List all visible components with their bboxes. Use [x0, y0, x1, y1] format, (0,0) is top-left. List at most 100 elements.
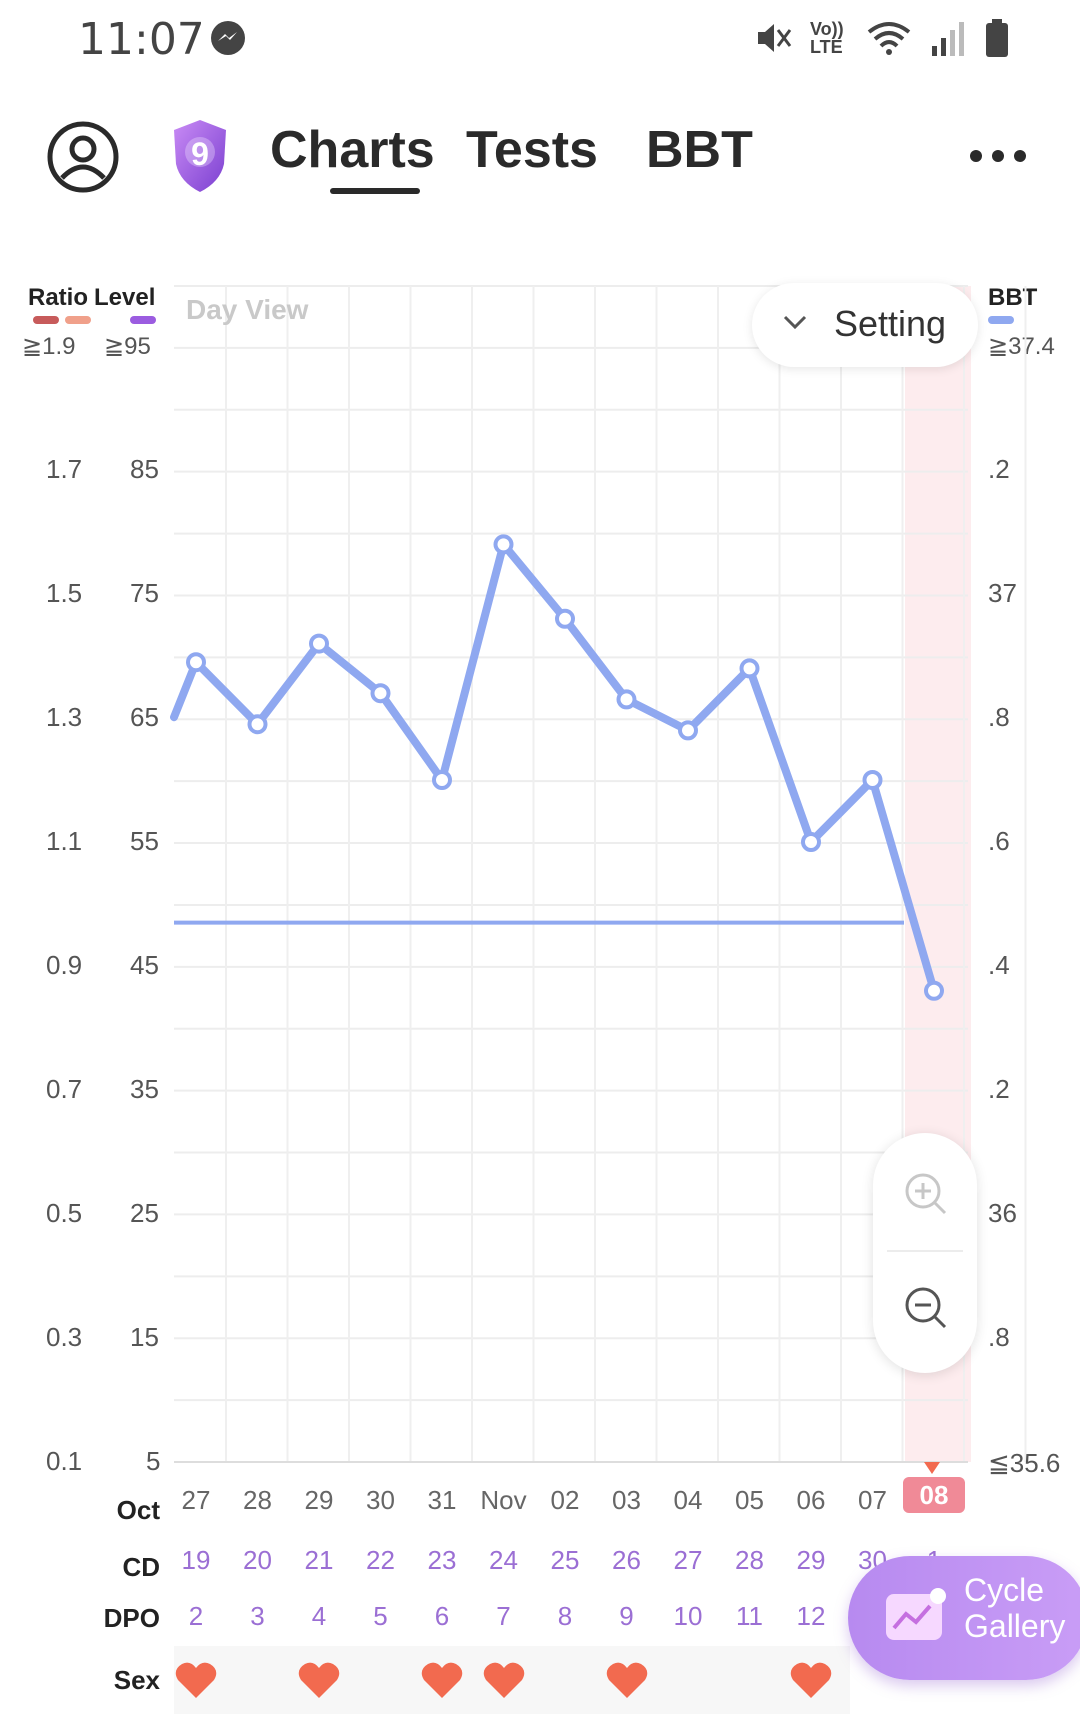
- dpo-value: 2: [188, 1601, 204, 1631]
- shield-badge-icon: [174, 120, 226, 192]
- heart-icon[interactable]: [297, 1660, 341, 1700]
- date-label: 31: [427, 1485, 457, 1515]
- bbt-point: [801, 832, 821, 852]
- level-tick-label: 35: [130, 1074, 159, 1104]
- more-options-icon[interactable]: [968, 148, 1028, 164]
- level-axis-max: ≧95: [104, 333, 151, 360]
- day-view-label: Day View: [186, 294, 309, 325]
- dpo-row-label: DPO: [103, 1603, 160, 1633]
- wifi-icon: [867, 22, 911, 55]
- cycle-gallery-button[interactable]: Cycle Gallery: [848, 1556, 1080, 1680]
- cd-value: 22: [366, 1545, 395, 1575]
- date-label: 06: [796, 1485, 826, 1515]
- dpo-value: 3: [250, 1601, 265, 1631]
- status-bar: 11:07 Vo)) LTE: [0, 0, 1080, 80]
- dpo-value: 11: [736, 1601, 763, 1631]
- date-label: 03: [612, 1485, 641, 1515]
- dpo-value: 5: [373, 1601, 388, 1631]
- date-label: 28: [243, 1485, 272, 1515]
- month-label: Oct: [116, 1495, 160, 1525]
- bbt-point: [862, 770, 883, 790]
- today-date[interactable]: 08: [903, 1477, 965, 1513]
- volte-label: Vo)) LTE: [810, 19, 844, 57]
- bbt-point: [493, 534, 514, 555]
- active-tab-indicator: [330, 188, 420, 194]
- date-label: Nov: [480, 1485, 527, 1515]
- level-badge[interactable]: 9: [170, 118, 230, 196]
- heart-icon[interactable]: [605, 1660, 649, 1700]
- bbt-tick-label: .8: [988, 702, 1010, 732]
- ratio-tick-label: 1.1: [46, 826, 83, 856]
- tab-tests[interactable]: Tests: [466, 121, 598, 179]
- zoom-controls: [873, 1133, 977, 1373]
- badge-number: 9: [191, 136, 209, 172]
- cd-value: 24: [489, 1545, 518, 1575]
- cd-value: 21: [304, 1545, 334, 1575]
- chevron-down-icon: [783, 315, 807, 330]
- level-tick-label: 55: [130, 826, 159, 856]
- date-label: 29: [304, 1485, 334, 1515]
- bbt-point: [924, 980, 944, 1001]
- date-label: 05: [735, 1485, 764, 1515]
- today-marker-icon: [924, 1462, 940, 1474]
- zoom-divider: [887, 1250, 963, 1252]
- level-tick-label: 65: [130, 702, 159, 732]
- bbt-axis-title: BBT: [988, 284, 1038, 311]
- level-axis-title: Level: [94, 284, 156, 311]
- mute-icon: [758, 24, 792, 52]
- bbt-tick-label: .8: [988, 1322, 1010, 1352]
- bbt-point: [370, 683, 391, 704]
- level-tick-label: 75: [130, 578, 159, 608]
- ratio-tick-label: 0.3: [46, 1322, 83, 1352]
- date-label: 02: [550, 1485, 580, 1515]
- bbt-point: [555, 608, 575, 629]
- tab-charts[interactable]: Charts: [270, 121, 435, 179]
- cd-value: 19: [181, 1545, 211, 1575]
- status-time: 11:07: [78, 14, 205, 65]
- zoom-in-icon[interactable]: [903, 1171, 949, 1217]
- dpo-value: 4: [311, 1601, 327, 1631]
- heart-icon[interactable]: [482, 1660, 526, 1700]
- bbt-tick-label: .2: [988, 454, 1010, 484]
- profile-icon[interactable]: [46, 120, 120, 194]
- gallery-line-1: Cycle: [964, 1572, 1045, 1608]
- ratio-tick-label: 0.1: [46, 1446, 83, 1476]
- dpo-value: 8: [557, 1601, 573, 1631]
- ratio-tick-label: 0.7: [46, 1074, 83, 1104]
- dpo-value: 6: [434, 1601, 450, 1631]
- dpo-value: 9: [619, 1601, 634, 1631]
- bbt-tick-label: 37: [988, 578, 1017, 608]
- cd-value: 20: [243, 1545, 272, 1575]
- dpo-value: 10: [673, 1601, 703, 1631]
- heart-icon[interactable]: [420, 1660, 464, 1700]
- cd-value: 27: [673, 1545, 703, 1575]
- zoom-out-icon[interactable]: [903, 1285, 949, 1331]
- bbt-tick-label: 36: [988, 1198, 1017, 1228]
- bbt-point: [739, 658, 760, 679]
- setting-button[interactable]: Setting: [752, 283, 978, 367]
- tab-bbt[interactable]: BBT: [646, 121, 753, 179]
- top-navigation: 9 Charts Tests BBT: [0, 110, 1080, 230]
- bbt-point: [186, 652, 206, 673]
- cd-value: 29: [796, 1545, 826, 1575]
- heart-icon[interactable]: [789, 1660, 833, 1700]
- dpo-value: 7: [496, 1601, 511, 1631]
- level-tick-label: 5: [146, 1446, 161, 1476]
- level-tick-label: 85: [130, 454, 159, 484]
- bbt-point: [247, 714, 268, 735]
- level-tick-label: 15: [130, 1322, 159, 1352]
- cd-value: 26: [612, 1545, 641, 1575]
- ratio-legend-swatch-2: [65, 316, 91, 324]
- signal-icon: [932, 22, 964, 56]
- level-tick-label: 25: [130, 1198, 159, 1228]
- ratio-tick-label: 0.5: [46, 1198, 83, 1228]
- heart-icon[interactable]: [174, 1660, 218, 1700]
- bbt-point: [432, 770, 452, 790]
- bbt-tick-label: .2: [988, 1074, 1010, 1104]
- chart-image-icon: [886, 1588, 946, 1640]
- bbt-point: [616, 689, 637, 710]
- battery-icon: [986, 19, 1008, 57]
- bbt-tick-label: .6: [988, 826, 1010, 856]
- bbt-point: [678, 720, 698, 741]
